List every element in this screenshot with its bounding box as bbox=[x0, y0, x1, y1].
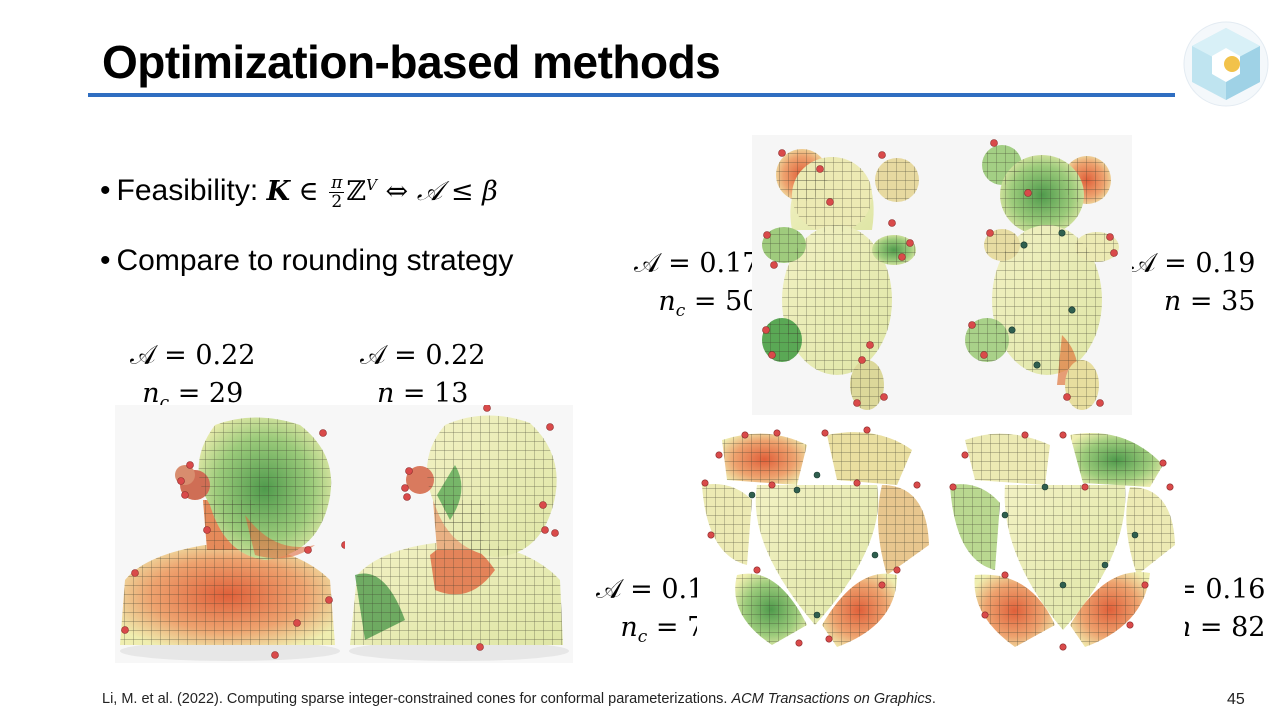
page-number: 45 bbox=[1227, 691, 1245, 708]
metric-bust-left: 𝒜 = 0.22 nc = 29 bbox=[130, 340, 256, 413]
metric-bear-right: 𝒜 = 0.19 n = 35 bbox=[1130, 248, 1256, 317]
metric-bear-left: 𝒜 = 0.17 nc = 50 bbox=[634, 248, 760, 321]
bear-render-rounding bbox=[942, 135, 1132, 415]
metric-bust-right: 𝒜 = 0.22 n = 13 bbox=[360, 340, 486, 409]
bullet-compare-rounding: • Compare to rounding strategy bbox=[100, 244, 514, 277]
lobed-render-optimized bbox=[697, 425, 933, 653]
slide-title: Optimization-based methods bbox=[102, 36, 721, 88]
bust-render-rounding bbox=[345, 405, 573, 663]
institution-logo bbox=[1182, 20, 1270, 108]
bear-render-optimized bbox=[752, 135, 942, 415]
title-underline bbox=[88, 93, 1175, 97]
reference-citation: Li, M. et al. (2022). Computing sparse i… bbox=[102, 691, 936, 707]
lobed-render-rounding bbox=[945, 425, 1185, 653]
bullet-feasibility: • Feasibility: K ∈ π 2 ℤV ⇔ 𝒜 ≤ β bbox=[100, 173, 498, 212]
bust-render-optimized bbox=[115, 405, 345, 663]
